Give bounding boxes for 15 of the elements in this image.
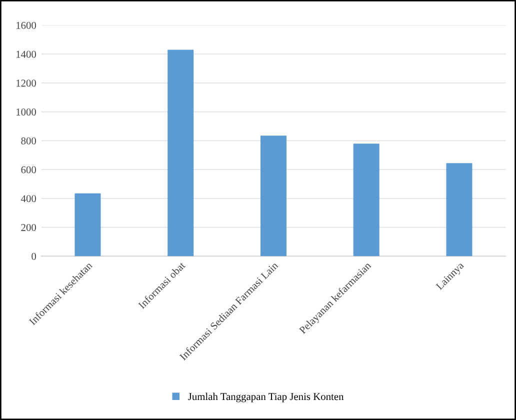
bar xyxy=(260,136,286,256)
legend-label: Jumlah Tanggapan Tiap Jenis Konten xyxy=(188,392,344,402)
y-tick-label: 400 xyxy=(20,195,36,202)
bar xyxy=(353,144,380,256)
y-tick-label: 600 xyxy=(21,166,36,174)
bar xyxy=(168,50,194,256)
y-tick-label: 1600 xyxy=(16,22,36,29)
bar xyxy=(446,163,472,256)
y-tick-label: 200 xyxy=(21,224,36,232)
y-tick-label: 1200 xyxy=(16,80,36,87)
y-tick-label: 1000 xyxy=(16,108,36,116)
y-tick-label: 0 xyxy=(32,252,36,260)
y-tick-label: 1400 xyxy=(16,50,36,58)
y-tick-label: 800 xyxy=(21,137,36,144)
bar xyxy=(74,193,101,256)
